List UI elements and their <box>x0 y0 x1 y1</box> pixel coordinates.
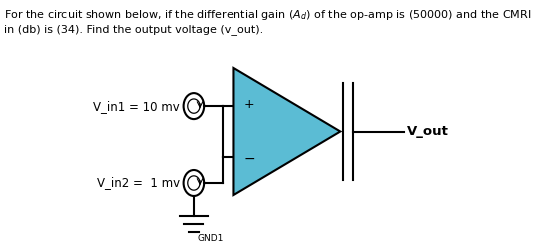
Text: For the circuit shown below, if the differential gain ($A_d$) of the op-amp is (: For the circuit shown below, if the diff… <box>4 8 531 22</box>
Text: +: + <box>244 98 254 111</box>
Text: V_in2 =  1 mv: V_in2 = 1 mv <box>97 176 180 190</box>
Text: GND1: GND1 <box>198 234 224 243</box>
Polygon shape <box>233 68 340 195</box>
Text: −: − <box>244 152 255 166</box>
Text: V_in1 = 10 mv: V_in1 = 10 mv <box>93 100 180 113</box>
Text: in (db) is (34). Find the output voltage (v_out).: in (db) is (34). Find the output voltage… <box>4 24 263 35</box>
Text: V_out: V_out <box>407 125 449 138</box>
